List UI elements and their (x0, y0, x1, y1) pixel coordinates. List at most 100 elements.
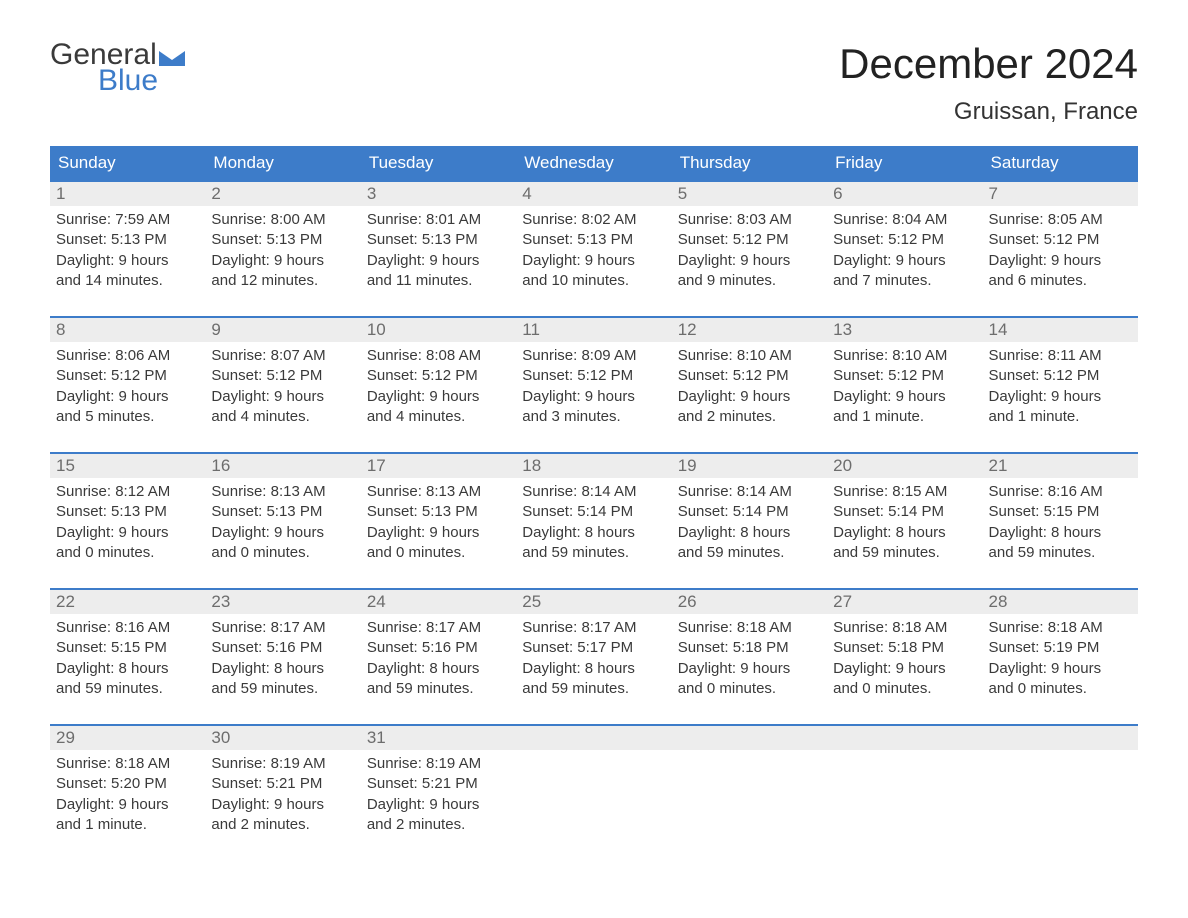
day-info-line: Sunset: 5:21 PM (367, 774, 510, 794)
day-info-line: Sunset: 5:12 PM (989, 230, 1132, 250)
day-info-line: Daylight: 9 hours (211, 795, 354, 815)
day-info-line: Daylight: 9 hours (367, 795, 510, 815)
day-info-line: and 4 minutes. (211, 407, 354, 427)
day-number: 5 (672, 182, 827, 206)
day-info: Sunrise: 8:09 AMSunset: 5:12 PMDaylight:… (516, 342, 671, 431)
day-header: Saturday (983, 146, 1138, 180)
day-info-line: Sunset: 5:16 PM (367, 638, 510, 658)
day-header: Wednesday (516, 146, 671, 180)
day-info-line: Sunrise: 8:12 AM (56, 482, 199, 502)
day-info-line: Daylight: 9 hours (678, 251, 821, 271)
day-number: 2 (205, 182, 360, 206)
day-info-line: Sunrise: 8:17 AM (211, 618, 354, 638)
day-info: Sunrise: 8:16 AMSunset: 5:15 PMDaylight:… (50, 614, 205, 703)
day-info: Sunrise: 8:05 AMSunset: 5:12 PMDaylight:… (983, 206, 1138, 295)
day-header: Sunday (50, 146, 205, 180)
calendar-day: 27Sunrise: 8:18 AMSunset: 5:18 PMDayligh… (827, 590, 982, 710)
day-info-line: Daylight: 9 hours (367, 523, 510, 543)
calendar-day: 29Sunrise: 8:18 AMSunset: 5:20 PMDayligh… (50, 726, 205, 846)
day-info-line: Daylight: 8 hours (989, 523, 1132, 543)
day-info-line: Daylight: 9 hours (678, 387, 821, 407)
calendar-day: 26Sunrise: 8:18 AMSunset: 5:18 PMDayligh… (672, 590, 827, 710)
day-info-line: Sunset: 5:20 PM (56, 774, 199, 794)
day-info-line: Sunrise: 8:16 AM (56, 618, 199, 638)
day-info-line: and 12 minutes. (211, 271, 354, 291)
day-info-line: Sunrise: 8:07 AM (211, 346, 354, 366)
day-info-line: Daylight: 9 hours (989, 251, 1132, 271)
day-info-line: Sunrise: 8:13 AM (211, 482, 354, 502)
day-info-line: Daylight: 9 hours (522, 251, 665, 271)
calendar-day: 4Sunrise: 8:02 AMSunset: 5:13 PMDaylight… (516, 182, 671, 302)
day-info-line: Daylight: 8 hours (522, 523, 665, 543)
day-info-line: Daylight: 9 hours (56, 795, 199, 815)
calendar-day: 28Sunrise: 8:18 AMSunset: 5:19 PMDayligh… (983, 590, 1138, 710)
day-number: 8 (50, 318, 205, 342)
day-info-line: Daylight: 8 hours (678, 523, 821, 543)
day-info-line: Sunrise: 8:18 AM (678, 618, 821, 638)
calendar-day: 1Sunrise: 7:59 AMSunset: 5:13 PMDaylight… (50, 182, 205, 302)
day-info: Sunrise: 8:14 AMSunset: 5:14 PMDaylight:… (516, 478, 671, 567)
calendar-day: 8Sunrise: 8:06 AMSunset: 5:12 PMDaylight… (50, 318, 205, 438)
day-info-line: and 0 minutes. (833, 679, 976, 699)
calendar-day: 19Sunrise: 8:14 AMSunset: 5:14 PMDayligh… (672, 454, 827, 574)
day-info-line: and 59 minutes. (56, 679, 199, 699)
day-info-line: Sunset: 5:12 PM (522, 366, 665, 386)
day-number: 1 (50, 182, 205, 206)
day-info-line: Sunset: 5:13 PM (211, 230, 354, 250)
day-info-line: Sunrise: 8:18 AM (989, 618, 1132, 638)
day-info-line: Daylight: 9 hours (56, 387, 199, 407)
day-info-line: Daylight: 9 hours (833, 659, 976, 679)
day-number: 21 (983, 454, 1138, 478)
day-info-line: and 10 minutes. (522, 271, 665, 291)
day-info-line: and 1 minute. (989, 407, 1132, 427)
day-info-line: Daylight: 8 hours (367, 659, 510, 679)
day-number: 19 (672, 454, 827, 478)
day-info-line: and 59 minutes. (211, 679, 354, 699)
location-label: Gruissan, France (839, 98, 1138, 126)
day-header: Tuesday (361, 146, 516, 180)
day-info-line: Sunset: 5:15 PM (56, 638, 199, 658)
day-info: Sunrise: 8:10 AMSunset: 5:12 PMDaylight:… (672, 342, 827, 431)
day-info-line: Daylight: 9 hours (56, 251, 199, 271)
calendar-day (516, 726, 671, 846)
calendar-week: 15Sunrise: 8:12 AMSunset: 5:13 PMDayligh… (50, 452, 1138, 574)
day-info-line: Sunrise: 8:01 AM (367, 210, 510, 230)
day-number (983, 726, 1138, 750)
day-info-line: and 1 minute. (833, 407, 976, 427)
day-info: Sunrise: 8:17 AMSunset: 5:17 PMDaylight:… (516, 614, 671, 703)
day-number: 26 (672, 590, 827, 614)
day-info-line: Sunrise: 8:18 AM (833, 618, 976, 638)
day-info: Sunrise: 8:17 AMSunset: 5:16 PMDaylight:… (205, 614, 360, 703)
calendar-day: 11Sunrise: 8:09 AMSunset: 5:12 PMDayligh… (516, 318, 671, 438)
day-number: 28 (983, 590, 1138, 614)
calendar-day: 31Sunrise: 8:19 AMSunset: 5:21 PMDayligh… (361, 726, 516, 846)
calendar-day: 7Sunrise: 8:05 AMSunset: 5:12 PMDaylight… (983, 182, 1138, 302)
day-info: Sunrise: 8:12 AMSunset: 5:13 PMDaylight:… (50, 478, 205, 567)
day-info-line: and 11 minutes. (367, 271, 510, 291)
day-info: Sunrise: 7:59 AMSunset: 5:13 PMDaylight:… (50, 206, 205, 295)
day-info-line: Sunset: 5:12 PM (989, 366, 1132, 386)
day-number: 7 (983, 182, 1138, 206)
day-info: Sunrise: 8:18 AMSunset: 5:20 PMDaylight:… (50, 750, 205, 839)
calendar-day: 20Sunrise: 8:15 AMSunset: 5:14 PMDayligh… (827, 454, 982, 574)
calendar-day: 30Sunrise: 8:19 AMSunset: 5:21 PMDayligh… (205, 726, 360, 846)
day-info: Sunrise: 8:18 AMSunset: 5:18 PMDaylight:… (827, 614, 982, 703)
day-info-line: and 0 minutes. (367, 543, 510, 563)
day-number: 3 (361, 182, 516, 206)
day-info: Sunrise: 8:18 AMSunset: 5:18 PMDaylight:… (672, 614, 827, 703)
day-info-line: Sunset: 5:19 PM (989, 638, 1132, 658)
day-info-line: Sunset: 5:18 PM (678, 638, 821, 658)
logo: General Blue (50, 40, 185, 96)
day-info-line: Sunrise: 8:18 AM (56, 754, 199, 774)
day-info-line: Daylight: 8 hours (833, 523, 976, 543)
day-info: Sunrise: 8:07 AMSunset: 5:12 PMDaylight:… (205, 342, 360, 431)
day-number: 13 (827, 318, 982, 342)
day-info-line: and 0 minutes. (678, 679, 821, 699)
page-title: December 2024 (839, 40, 1138, 88)
day-number: 31 (361, 726, 516, 750)
day-info-line: Daylight: 9 hours (211, 251, 354, 271)
day-info-line: Sunset: 5:12 PM (678, 230, 821, 250)
day-info-line: Sunset: 5:15 PM (989, 502, 1132, 522)
day-info-line: Sunset: 5:12 PM (367, 366, 510, 386)
day-info: Sunrise: 8:15 AMSunset: 5:14 PMDaylight:… (827, 478, 982, 567)
